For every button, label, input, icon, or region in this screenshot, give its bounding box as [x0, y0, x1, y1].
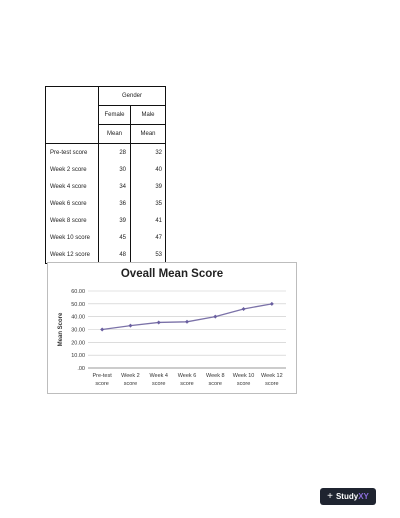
data-point [128, 323, 133, 328]
x-tick-label: score [180, 381, 193, 387]
chart-plot: .00 10.00 20.00 30.00 40.00 50.00 60.00 Mean Sc… [58, 289, 286, 387]
y-tick-label: 40.00 [71, 315, 85, 321]
x-tick-label: Week 4 [149, 373, 168, 379]
y-tick-label: .00 [77, 366, 85, 372]
male-mean-value: 39 [155, 183, 163, 190]
data-point [100, 327, 105, 332]
table-row: Week 10 score 45 47 [45, 229, 166, 246]
x-tick-label: Week 6 [178, 373, 197, 379]
logo-text: Study [335, 492, 359, 501]
female-mean-value: 30 [98, 161, 131, 178]
data-point [241, 306, 246, 311]
y-tick-label: 10.00 [71, 353, 85, 359]
x-tick-label: score [124, 381, 137, 387]
table-row: Week 6 score 36 35 [45, 195, 166, 212]
male-mean-value: 35 [155, 200, 163, 207]
y-tick-label: 20.00 [71, 340, 85, 346]
male-mean-value: 53 [155, 251, 163, 258]
female-mean-value: 39 [98, 212, 131, 229]
row-label: Week 4 score [45, 178, 99, 195]
row-label: Week 12 score [45, 246, 99, 264]
male-mean-header: Mean [130, 124, 166, 144]
male-mean-value: 32 [155, 149, 163, 156]
logo-text-accent: XY [358, 492, 369, 501]
gender-header: Gender [98, 86, 166, 106]
table-stub-cell [45, 86, 99, 144]
y-tick-label: 30.00 [71, 328, 85, 334]
row-label: Week 2 score [45, 161, 99, 178]
female-column-header: Female [98, 105, 131, 125]
x-tick-label: score [152, 381, 165, 387]
x-tick-label: Pre-test [93, 373, 113, 379]
studyxy-logo: + StudyXY [320, 488, 376, 505]
data-point [213, 314, 218, 319]
data-point [269, 301, 274, 306]
y-axis-label: Mean Score [58, 312, 64, 346]
female-mean-value: 28 [98, 143, 131, 161]
female-mean-value: 36 [98, 195, 131, 212]
female-mean-value: 45 [98, 229, 131, 246]
row-label: Week 8 score [45, 212, 99, 229]
x-tick-label: Week 2 [121, 373, 140, 379]
x-tick-label: Week 12 [261, 373, 283, 379]
female-mean-header: Mean [98, 124, 131, 144]
row-label: Pre-test score [45, 143, 99, 161]
y-tick-label: 60.00 [71, 289, 85, 295]
table-row: Week 4 score 34 39 [45, 178, 166, 195]
data-point [185, 319, 189, 324]
table-row: Week 12 score 48 53 [45, 246, 166, 264]
chart-title: Oveall Mean Score [120, 268, 224, 280]
x-tick-label: score [209, 381, 222, 387]
plus-icon: + [327, 490, 333, 502]
male-mean-value: 41 [155, 217, 163, 224]
male-mean-value: 40 [155, 166, 163, 173]
male-mean-value: 47 [155, 234, 163, 241]
male-column-header: Male [130, 105, 166, 125]
overall-mean-score-chart: Oveall Mean Score .00 10.00 20.00 30.00 40.0… [47, 262, 297, 394]
row-label: Week 10 score [45, 229, 99, 246]
row-label: Week 6 score [45, 195, 99, 212]
x-tick-label: score [265, 381, 278, 387]
table-row: Week 8 score 39 41 [45, 212, 166, 229]
x-tick-label: Week 8 [206, 373, 225, 379]
y-tick-label: 50.00 [71, 302, 85, 308]
female-mean-value: 34 [98, 178, 131, 195]
x-tick-label: score [95, 381, 108, 387]
table-row: Pre-test score 28 32 [45, 143, 166, 161]
x-tick-label: Week 10 [233, 373, 255, 379]
mean-score-table: Gender Female Male Mean Mean Pre-test sc… [45, 86, 167, 264]
table-row: Week 2 score 30 40 [45, 161, 166, 178]
x-tick-label: score [237, 381, 250, 387]
female-mean-value: 48 [98, 246, 131, 264]
data-point [156, 320, 161, 325]
